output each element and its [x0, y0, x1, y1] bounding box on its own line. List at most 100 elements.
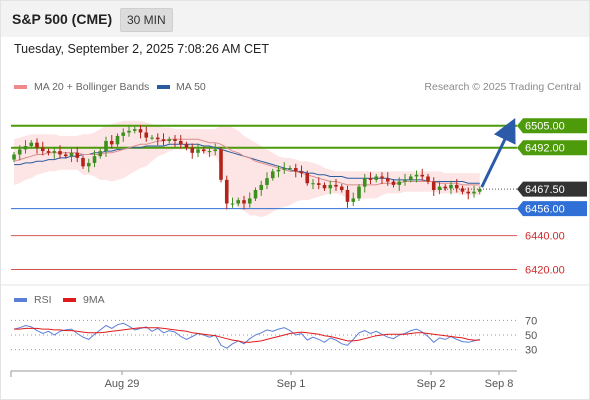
bollinger-band-area: [14, 120, 480, 218]
candle-body: [109, 140, 114, 145]
chart-title: S&P 500 (CME): [12, 11, 113, 27]
price-label-6467.50: 6467.50: [525, 184, 565, 196]
candle-body: [86, 162, 91, 167]
candle-body: [104, 140, 108, 152]
candle-body: [242, 200, 246, 204]
credit-text: Research © 2025 Trading Central: [424, 81, 581, 93]
candle-body: [443, 186, 448, 189]
candle-body: [150, 137, 154, 139]
candle-body: [92, 156, 97, 163]
candle-body: [127, 130, 131, 133]
candle-body: [351, 198, 356, 202]
candle-body: [184, 144, 189, 148]
candle-body: [293, 168, 298, 172]
legend-label-9ma: 9MA: [83, 294, 105, 306]
candle-body: [408, 176, 413, 180]
candle-body: [196, 149, 200, 153]
candle-body: [12, 154, 16, 160]
candle-body: [460, 188, 465, 192]
candle-body: [173, 139, 177, 141]
candle-body: [161, 139, 166, 141]
candle-body: [472, 191, 476, 194]
candle-body: [397, 181, 402, 185]
legend-label-ma50: MA 50: [176, 81, 206, 93]
x-label-Sep 8: Sep 8: [485, 378, 514, 390]
legend-swatch-rsi: [14, 298, 27, 302]
candle-body: [454, 184, 459, 189]
candle-body: [58, 151, 62, 155]
rsi-series-RSI: [13, 322, 480, 349]
candle-body: [339, 186, 344, 190]
candle-body: [265, 178, 269, 185]
candle-body: [305, 173, 310, 184]
price-label-6440.00: 6440.00: [525, 231, 565, 243]
candle-body: [449, 184, 453, 189]
legend-swatch-ma20: [14, 85, 27, 89]
legend-swatch-9ma: [63, 298, 76, 302]
candle-body: [357, 186, 361, 199]
legend-label-rsi: RSI: [34, 294, 52, 306]
candle-body: [138, 129, 143, 133]
candle-body: [316, 183, 321, 185]
candle-body: [311, 183, 315, 185]
candle-body: [403, 179, 407, 182]
candle-body: [230, 203, 235, 205]
price-tag-6492.00: [517, 140, 587, 156]
candle-body: [362, 178, 367, 187]
legend-label-ma20: MA 20 + Bollinger Bands: [34, 81, 150, 93]
candle-body: [121, 132, 126, 136]
candle-body: [374, 176, 379, 180]
candle-body: [144, 132, 149, 138]
rsi-tick-label-70: 70: [525, 315, 537, 327]
candle-body: [178, 140, 183, 145]
candle-body: [247, 198, 252, 204]
price-tag-6467.50: [517, 181, 587, 197]
candle-body: [213, 149, 218, 152]
candle-body: [385, 178, 390, 182]
candle-body: [207, 151, 212, 153]
candle-body: [40, 147, 45, 152]
candle-body: [63, 154, 68, 157]
candle-body: [253, 190, 258, 199]
candle-body: [259, 184, 264, 190]
candle-body: [236, 200, 241, 204]
candle-body: [46, 151, 51, 153]
candle-body: [345, 190, 350, 202]
rsi-tick-label-50: 50: [525, 330, 537, 342]
candle-body: [190, 147, 195, 153]
candle-body: [52, 151, 57, 153]
candle-body: [167, 139, 172, 141]
price-tag-6505.00: [517, 118, 587, 134]
candle-body: [23, 146, 28, 150]
candle-body: [368, 178, 373, 180]
candle-body: [224, 179, 229, 204]
candle-body: [414, 174, 419, 177]
candle-body: [201, 149, 206, 152]
header-bar: S&P 500 (CME) 30 MIN: [1, 1, 589, 37]
candle-body: [282, 168, 287, 170]
candle-body: [276, 169, 281, 172]
candle-body: [81, 157, 85, 167]
price-label-6456.00: 6456.00: [525, 204, 565, 216]
rsi-series-9MA: [14, 327, 480, 343]
candle-body: [219, 149, 223, 180]
candle-body: [426, 176, 430, 182]
candle-body: [75, 152, 80, 158]
candle-body: [431, 181, 436, 190]
candle-body: [17, 149, 22, 155]
candle-body: [288, 168, 292, 170]
candle-body: [328, 184, 333, 189]
candle-body: [98, 151, 103, 157]
candle-body: [380, 176, 384, 179]
candle-body: [115, 135, 120, 145]
candle-body: [322, 184, 327, 189]
timeframe-badge[interactable]: 30 MIN: [120, 8, 173, 32]
candle-body: [69, 152, 74, 157]
price-label-6505.00: 6505.00: [525, 121, 565, 133]
x-label-Sep 2: Sep 2: [417, 378, 446, 390]
forecast-arrow: [480, 117, 516, 188]
candle-body: [299, 171, 304, 174]
price-tag-6456.00: [517, 201, 587, 217]
